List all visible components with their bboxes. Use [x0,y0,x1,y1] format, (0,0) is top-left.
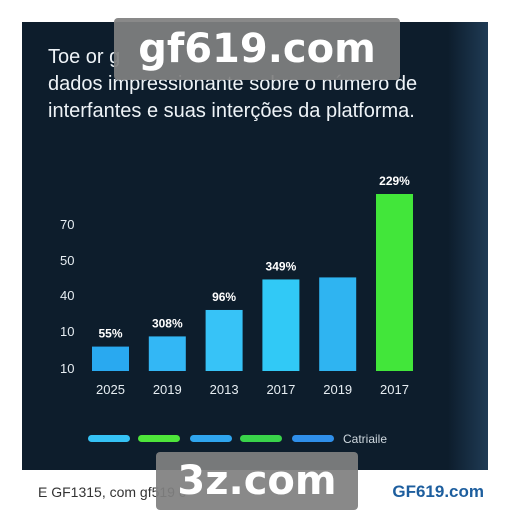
legend-swatch [138,435,180,442]
y-tick-label: 10 [60,361,74,376]
x-tick-label: 2017 [266,382,295,397]
watermark-top: gf619.com [114,18,400,80]
bar [319,277,357,371]
legend-swatch [88,435,130,442]
x-tick-label: 2013 [210,382,239,397]
x-tick-label: 2019 [323,382,352,397]
legend-swatch [190,435,232,442]
intro-line-1: Toe or g [48,46,121,68]
bar-value-label: 349% [266,259,297,273]
legend-swatch [240,435,282,442]
bar [148,336,186,371]
bar [205,309,243,371]
y-tick-label: 70 [60,217,74,232]
legend-swatch [292,435,334,442]
bar [92,346,129,371]
bar [376,194,413,371]
x-tick-label: 2019 [153,382,182,397]
bar [262,279,300,371]
footer-left-text: E GF1315, com gf519 c [38,484,186,500]
footer-brand-link[interactable]: GF619.com [392,482,484,501]
x-tick-label: 2025 [96,382,125,397]
watermark-bottom: 3z.com [156,452,358,510]
y-tick-label: 10 [60,324,74,339]
y-tick-label: 40 [60,288,74,303]
bar-value-label: 96% [212,290,236,304]
bar-value-label: 55% [98,327,122,341]
bar-value-label: 308% [152,316,183,330]
bar-value-label: 229% [379,174,410,188]
y-tick-label: 50 [60,253,74,268]
x-tick-label: 2017 [380,382,409,397]
legend-label: Catriaile [343,432,387,446]
intro-line-3: interfantes e suas interções da platform… [48,100,415,122]
